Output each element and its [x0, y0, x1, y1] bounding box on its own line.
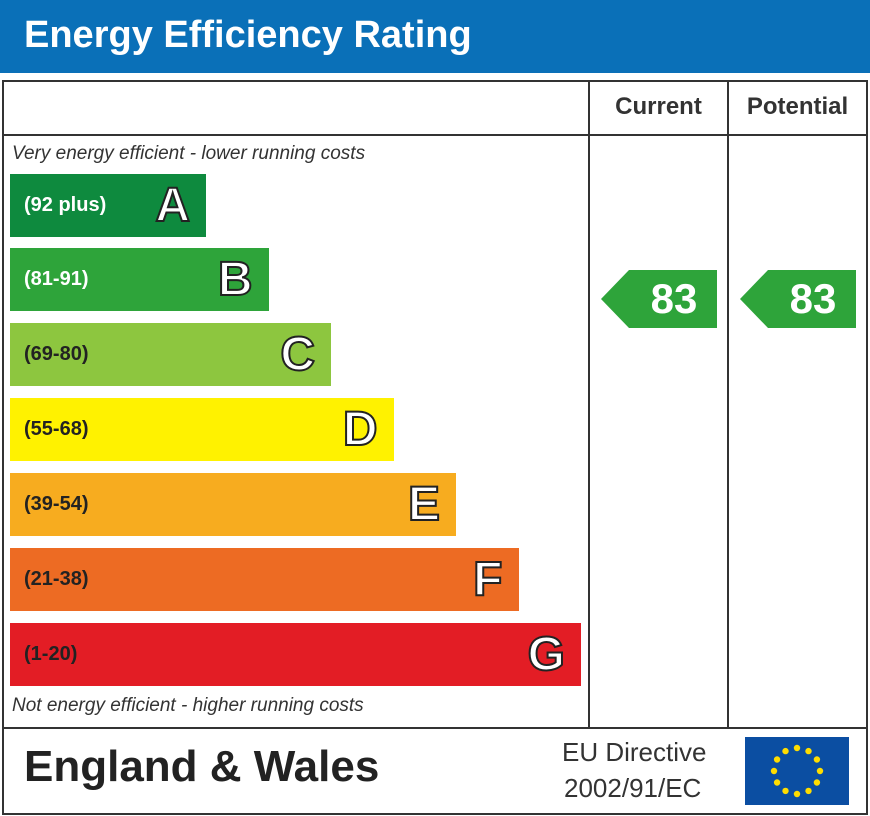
- star: [793, 790, 801, 798]
- band-A: (92 plus) A: [10, 174, 206, 237]
- band-B: (81-91) B: [10, 248, 269, 311]
- star: [793, 744, 801, 752]
- star: [816, 767, 824, 775]
- divider: [2, 727, 868, 729]
- potential-rating-arrow: 83: [740, 270, 856, 328]
- potential-header: Potential: [746, 93, 849, 120]
- star: [805, 787, 812, 795]
- eu-flag-icon: [745, 737, 849, 805]
- current-rating-value: 83: [650, 275, 698, 322]
- star: [813, 756, 821, 763]
- divider: [588, 80, 590, 728]
- divider: [2, 134, 868, 136]
- divider: [727, 80, 729, 728]
- current-header: Current: [615, 93, 702, 120]
- band-range: (69-80): [24, 343, 89, 365]
- band-range: (55-68): [24, 418, 89, 440]
- star: [813, 779, 821, 786]
- band-C: (69-80) C: [10, 323, 331, 386]
- band-D: (55-68) D: [10, 398, 394, 461]
- band-G: (1-20) G: [10, 623, 581, 686]
- band-letter: G: [527, 627, 566, 682]
- band-F: (21-38) F: [10, 548, 519, 611]
- band-range: (21-38): [24, 568, 89, 590]
- star: [770, 767, 778, 775]
- bottom-note: Not energy efficient - higher running co…: [12, 695, 364, 716]
- star: [773, 756, 781, 763]
- band-letter: A: [154, 178, 191, 233]
- directive-line2: 2002/91/EC: [564, 773, 702, 803]
- band-letter: E: [407, 477, 441, 532]
- top-note: Very energy efficient - lower running co…: [12, 143, 366, 164]
- rating-table: [2, 80, 868, 815]
- band-letter: C: [279, 327, 316, 382]
- region-label: England & Wales: [24, 742, 380, 791]
- band-letter: F: [472, 552, 503, 607]
- current-rating-arrow: 83: [601, 270, 717, 328]
- band-letter: B: [217, 252, 254, 307]
- band-range: (92 plus): [24, 194, 107, 216]
- band-range: (81-91): [24, 268, 89, 290]
- star: [782, 787, 789, 795]
- potential-rating-value: 83: [789, 275, 837, 322]
- band-letter: D: [342, 402, 379, 457]
- band-range: (1-20): [24, 643, 78, 665]
- band-range: (39-54): [24, 493, 89, 515]
- star: [805, 747, 812, 755]
- title-banner: Energy Efficiency Rating: [0, 0, 870, 73]
- star: [782, 747, 789, 755]
- directive-line1: EU Directive: [562, 737, 707, 767]
- chart-title: Energy Efficiency Rating: [24, 14, 472, 56]
- star: [773, 779, 781, 786]
- band-E: (39-54) E: [10, 473, 456, 536]
